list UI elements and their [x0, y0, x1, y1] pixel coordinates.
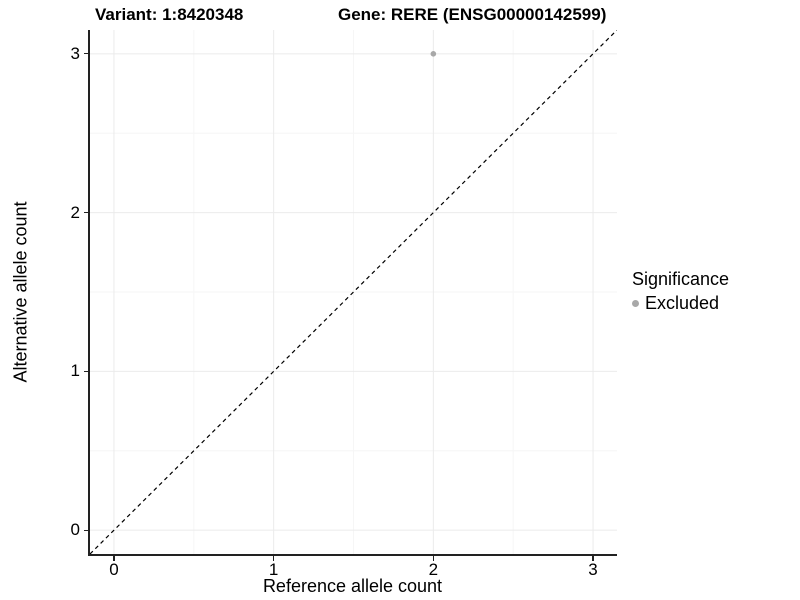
x-axis-tickmarks [90, 556, 617, 562]
y-tickmark [84, 370, 89, 373]
plot-svg [90, 30, 617, 554]
x-tickmark [432, 556, 434, 561]
x-tick-label: 2 [428, 560, 439, 579]
y-tickmark [84, 529, 89, 531]
x-tick-label: 0 [109, 560, 119, 579]
y-axis-title: Alternative allele count [10, 201, 31, 383]
plot-title-gene: Gene: RERE (ENSG00000142599) [338, 5, 607, 24]
x-axis-title: Reference allele count [262, 576, 443, 596]
plot-title-variant: Variant: 1:8420348 [95, 5, 244, 24]
y-tick-label: 2 [70, 202, 80, 222]
x-tick-label: 3 [588, 560, 598, 579]
x-axis-tick-labels: 0 1 2 3 [90, 560, 617, 580]
y-axis-tick-labels: 0 1 2 3 [36, 30, 82, 554]
plot-panel [88, 30, 617, 556]
x-tickmark [113, 556, 115, 561]
legend: Significance Excluded [632, 269, 729, 314]
legend-title: Significance [632, 269, 730, 289]
x-tick-label: 1 [268, 560, 279, 579]
y-tick-label: 0 [70, 520, 80, 540]
y-tick-label: 1 [70, 361, 80, 381]
y-tickmark [84, 211, 89, 214]
legend-entry-excluded: Excluded [632, 293, 729, 314]
y-axis-tickmarks [84, 30, 90, 554]
legend-entry-label: Excluded [645, 293, 720, 313]
x-tickmark [273, 556, 275, 561]
x-tickmark [592, 556, 594, 561]
legend-point-icon [632, 300, 639, 307]
data-point [430, 51, 437, 57]
y-tick-label: 3 [70, 43, 80, 63]
y-tickmark [84, 53, 89, 55]
identity-line [90, 30, 617, 554]
